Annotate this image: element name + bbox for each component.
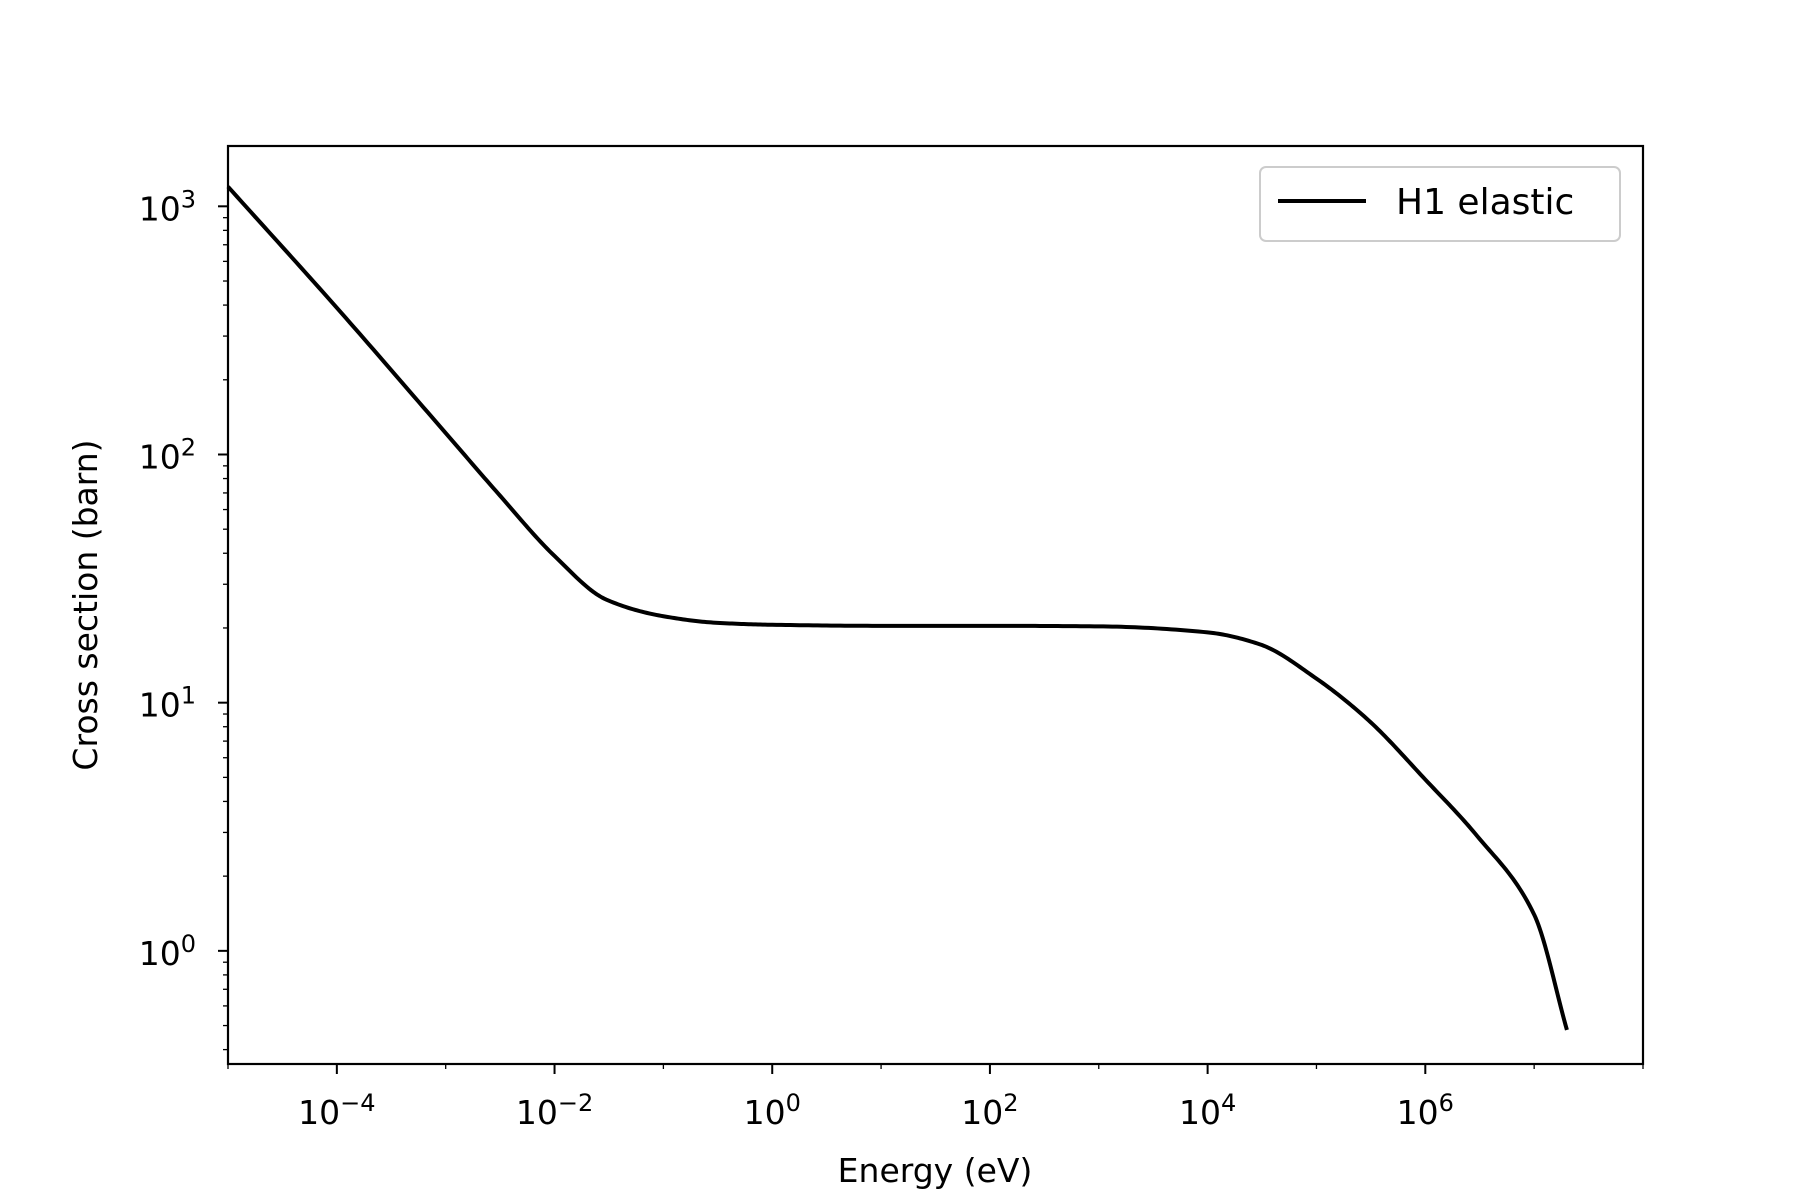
legend-box — [1259, 166, 1621, 242]
y-axis-label: Cross section (barn) — [66, 439, 105, 770]
x-tick-label: 100 — [744, 1089, 801, 1132]
legend: H1 elastic — [1259, 166, 1621, 242]
x-tick-label: 104 — [1179, 1089, 1236, 1132]
series-line-h1-elastic — [226, 185, 1569, 1031]
x-tick-label: 102 — [961, 1089, 1018, 1132]
x-tick-label: 10−2 — [516, 1089, 593, 1132]
x-tick-label: 10−4 — [298, 1089, 375, 1132]
plot-frame — [226, 144, 1645, 1066]
plot-area — [228, 146, 1643, 1064]
y-tick-label: 100 — [139, 930, 196, 973]
x-tick-label: 106 — [1397, 1089, 1454, 1132]
y-tick-label: 103 — [139, 185, 196, 228]
tick-labels: 10−4 10−2 100 102 104 106 100 101 102 103 — [139, 185, 1454, 1132]
legend-label-h1-elastic: H1 elastic — [1396, 182, 1574, 223]
y-tick-label: 102 — [139, 433, 196, 476]
y-tick-label: 101 — [139, 682, 196, 725]
major-ticks — [218, 205, 1427, 1074]
x-axis-label: Energy (eV) — [838, 1151, 1033, 1190]
series-layer — [226, 185, 1569, 1031]
